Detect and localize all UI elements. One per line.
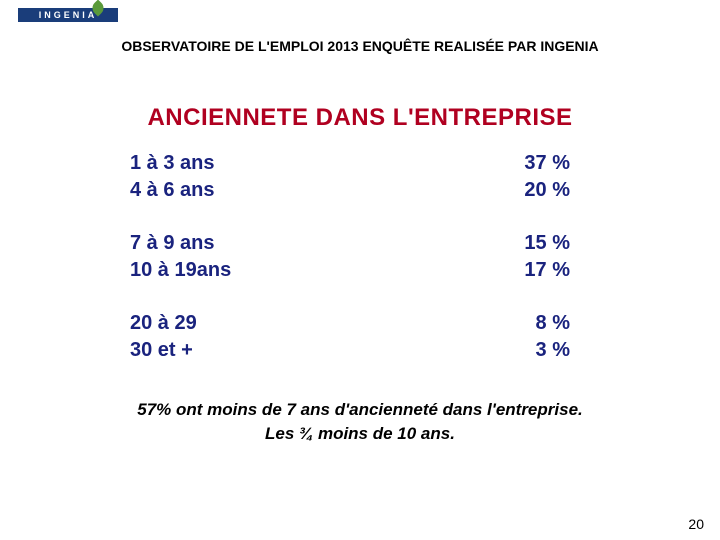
table-row: 7 à 9 ans 15 % <box>130 230 570 257</box>
row-value: 15 % <box>500 230 570 257</box>
page-number: 20 <box>688 516 704 532</box>
row-label: 10 à 19ans <box>130 257 330 284</box>
table-row: 20 à 29 8 % <box>130 310 570 337</box>
summary-line-1: 57% ont moins de 7 ans d'ancienneté dans… <box>0 398 720 422</box>
table-row: 10 à 19ans 17 % <box>130 257 570 284</box>
row-value: 3 % <box>500 337 570 364</box>
row-label: 4 à 6 ans <box>130 177 330 204</box>
brand-logo: INGENIA <box>18 8 118 36</box>
row-label: 7 à 9 ans <box>130 230 330 257</box>
group-1: 1 à 3 ans 37 % 4 à 6 ans 20 % <box>130 150 570 204</box>
summary-line-2: Les ¾ moins de 10 ans. <box>0 422 720 446</box>
table-row: 1 à 3 ans 37 % <box>130 150 570 177</box>
row-label: 20 à 29 <box>130 310 330 337</box>
row-value: 8 % <box>500 310 570 337</box>
row-value: 37 % <box>500 150 570 177</box>
row-value: 20 % <box>500 177 570 204</box>
table-row: 30 et + 3 % <box>130 337 570 364</box>
table-row: 4 à 6 ans 20 % <box>130 177 570 204</box>
slide-title: ANCIENNETE DANS L'ENTREPRISE <box>0 104 720 132</box>
seniority-table: 1 à 3 ans 37 % 4 à 6 ans 20 % 7 à 9 ans … <box>130 150 570 390</box>
group-3: 20 à 29 8 % 30 et + 3 % <box>130 310 570 364</box>
row-value: 17 % <box>500 257 570 284</box>
row-label: 1 à 3 ans <box>130 150 330 177</box>
group-2: 7 à 9 ans 15 % 10 à 19ans 17 % <box>130 230 570 284</box>
row-label: 30 et + <box>130 337 330 364</box>
summary-text: 57% ont moins de 7 ans d'ancienneté dans… <box>0 398 720 446</box>
document-subtitle: OBSERVATOIRE DE L'EMPLOI 2013 ENQUÊTE RE… <box>0 38 720 54</box>
